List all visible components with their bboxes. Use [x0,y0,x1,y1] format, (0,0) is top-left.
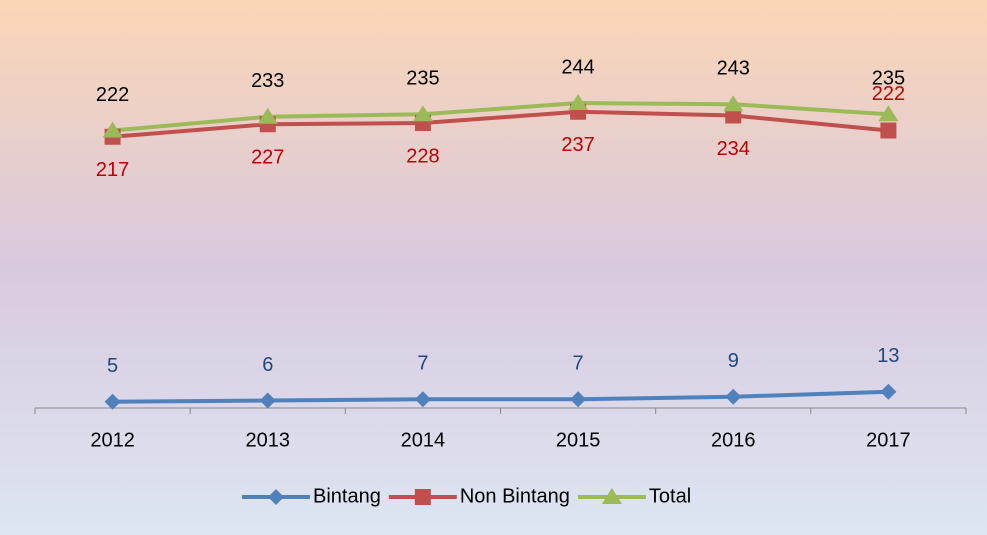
marker [725,107,742,124]
data-label: 7 [417,353,428,375]
data-label: 222 [96,84,129,106]
marker [102,121,123,138]
marker [412,105,433,122]
data-label: 235 [406,68,439,90]
legend-label: Non Bintang [460,485,570,507]
data-label: 13 [877,345,899,367]
data-label: 235 [872,68,905,90]
marker [880,383,897,400]
marker [880,122,897,139]
x-tick-label: 2016 [711,429,756,451]
data-label: 227 [251,147,284,169]
data-label: 243 [717,58,750,80]
data-label: 228 [406,145,439,167]
data-label: 244 [561,56,594,78]
x-tick-label: 2017 [866,429,911,451]
data-label: 7 [573,353,584,375]
x-tick-label: 2014 [401,429,446,451]
marker [414,489,431,505]
series-line [112,109,889,139]
marker [570,391,587,408]
marker [259,392,276,409]
legend-label: Total [649,485,691,507]
marker [104,393,121,410]
data-label: 5 [107,355,118,377]
legend-label: Bintang [313,485,381,507]
x-tick-label: 2015 [556,429,601,451]
data-label: 234 [717,138,750,160]
data-label: 222 [872,83,905,105]
marker [601,488,622,504]
marker [725,388,742,405]
data-label: 9 [728,350,739,372]
marker [568,94,589,110]
marker [414,391,431,408]
x-tick-label: 2012 [90,429,135,451]
x-tick-label: 2013 [246,429,291,451]
marker [257,107,278,124]
data-label: 217 [96,159,129,181]
data-label: 6 [262,354,273,376]
marker [723,95,744,112]
series-line [112,101,889,133]
data-label: 237 [561,134,594,156]
marker [878,105,899,122]
marker [268,489,284,505]
data-label: 233 [251,70,284,92]
series-line [112,389,889,404]
